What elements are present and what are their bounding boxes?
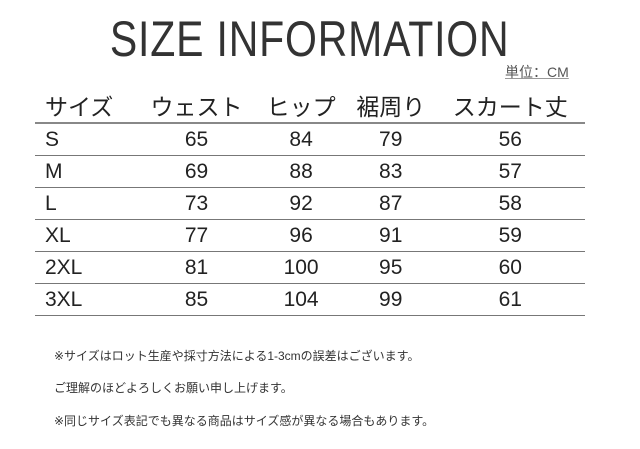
title-text: SIZE INFORMATION (110, 11, 510, 67)
value-cell: 104 (256, 283, 346, 316)
value-cell: 79 (345, 123, 436, 156)
value-cell: 58 (435, 187, 585, 220)
header-waist: ウェスト (136, 88, 257, 124)
value-cell: 87 (345, 187, 436, 220)
value-cell: 69 (136, 155, 257, 188)
header-skirt-length: スカート丈 (435, 88, 585, 124)
value-cell: 61 (435, 283, 585, 316)
size-table: サイズ ウェスト ヒップ 裾周り スカート丈 S 65 84 79 56 M 69 88 83 5… (35, 88, 585, 316)
value-cell: 88 (256, 155, 346, 188)
value-cell: 65 (136, 123, 257, 156)
size-cell: S (35, 123, 137, 156)
table-header-row: サイズ ウェスト ヒップ 裾周り スカート丈 (35, 88, 585, 124)
table-row: L 73 92 87 58 (35, 187, 585, 220)
size-cell: M (35, 155, 137, 188)
value-cell: 95 (345, 251, 436, 284)
header-hem: 裾周り (345, 88, 436, 124)
value-cell: 99 (345, 283, 436, 316)
header-hip: ヒップ (256, 88, 346, 124)
table-row: 2XL 81 100 95 60 (35, 251, 585, 284)
value-cell: 96 (256, 219, 346, 252)
table-row: XL 77 96 91 59 (35, 219, 585, 252)
note-3: ※同じサイズ表記でも異なる商品はサイズ感が異なる場合もあります。 (54, 414, 435, 428)
value-cell: 84 (256, 123, 346, 156)
size-cell: 2XL (35, 251, 137, 284)
value-cell: 77 (136, 219, 257, 252)
value-cell: 56 (435, 123, 585, 156)
value-cell: 85 (136, 283, 257, 316)
value-cell: 73 (136, 187, 257, 220)
note-1: ※サイズはロット生産や採寸方法による1-3cmの誤差はございます。 (54, 349, 420, 363)
unit-label: 単位：CM (505, 64, 569, 80)
value-cell: 81 (136, 251, 257, 284)
table-row: M 69 88 83 57 (35, 155, 585, 188)
note-2: ご理解のほどよろしくお願い申し上げます。 (54, 381, 293, 395)
size-cell: XL (35, 219, 137, 252)
table-row: S 65 84 79 56 (35, 123, 585, 156)
value-cell: 92 (256, 187, 346, 220)
value-cell: 91 (345, 219, 436, 252)
size-cell: L (35, 187, 137, 220)
value-cell: 83 (345, 155, 436, 188)
value-cell: 57 (435, 155, 585, 188)
value-cell: 100 (256, 251, 346, 284)
size-cell: 3XL (35, 283, 137, 316)
value-cell: 59 (435, 219, 585, 252)
table-row: 3XL 85 104 99 61 (35, 283, 585, 316)
page-title: SIZE INFORMATION (0, 10, 620, 68)
value-cell: 60 (435, 251, 585, 284)
header-size: サイズ (35, 88, 137, 124)
